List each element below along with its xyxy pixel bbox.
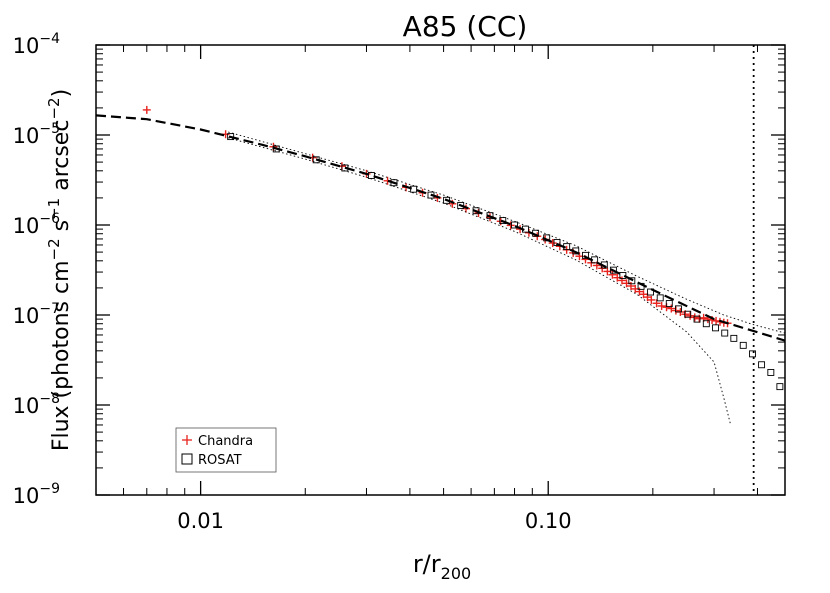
rosat-point	[582, 251, 589, 259]
rosat-point	[675, 305, 682, 313]
chandra-point	[647, 295, 656, 304]
plot-frame	[95, 44, 786, 496]
chandra-point	[617, 276, 626, 285]
chandra-point	[690, 313, 699, 322]
rosat-point	[730, 334, 738, 342]
rosat-point	[693, 315, 701, 323]
rosat-point	[656, 294, 664, 302]
y-tick-label: 10−4	[13, 31, 60, 58]
rosat-point	[410, 185, 418, 193]
chandra-point	[657, 301, 666, 310]
y-tick-label: 10−8	[13, 391, 60, 418]
legend-marker-rosat	[181, 453, 193, 465]
rosat-point	[647, 288, 655, 296]
chandra-point	[548, 239, 557, 248]
rosat-point	[739, 341, 747, 349]
x-tick-label: 0.10	[525, 509, 572, 533]
rosat-point	[702, 320, 710, 328]
chandra-point	[667, 304, 676, 313]
axes: 10−4 10−5 10−6 10−7 10−8 10−9 0.01 0.10	[13, 31, 785, 533]
chandra-point	[652, 299, 661, 308]
rosat-point	[767, 368, 775, 376]
rosat-point	[553, 238, 561, 246]
chandra-point	[506, 221, 515, 230]
x-tick-label: 0.01	[177, 509, 224, 533]
legend-label: Chandra	[198, 434, 253, 449]
y-tick-label: 10−5	[13, 121, 60, 148]
chandra-point	[142, 105, 151, 114]
rosat-point	[628, 277, 636, 285]
rosat-point	[619, 272, 627, 279]
rosat-point	[758, 361, 766, 369]
data-layer	[96, 105, 785, 426]
chandra-point	[712, 316, 721, 325]
y-axis-label: Flux (photons cm−2 s−1 arcsec−2)	[45, 89, 74, 451]
model-fit-line	[96, 114, 785, 342]
rosat-point	[684, 310, 692, 318]
x-axis-label: r/r200	[413, 550, 471, 583]
rosat-point	[776, 383, 784, 391]
chandra-point	[686, 311, 695, 320]
y-tick-label: 10−6	[13, 211, 60, 238]
chandra-point	[608, 270, 617, 279]
legend-label: ROSAT	[198, 453, 242, 468]
legend: Chandra ROSAT	[175, 427, 277, 473]
y-tick-label: 10−9	[13, 481, 60, 508]
model-envelope-line	[228, 131, 785, 334]
rosat-point	[712, 324, 720, 332]
rosat-point	[665, 300, 673, 308]
legend-box	[175, 427, 277, 473]
rosat-point	[749, 350, 756, 358]
rosat-point	[499, 217, 507, 225]
rosat-point	[721, 329, 729, 337]
model-envelope-line	[228, 137, 732, 426]
rosat-point	[511, 221, 518, 229]
y-tick-label: 10−7	[13, 301, 60, 328]
chart-title: A85 (CC)	[403, 10, 528, 43]
